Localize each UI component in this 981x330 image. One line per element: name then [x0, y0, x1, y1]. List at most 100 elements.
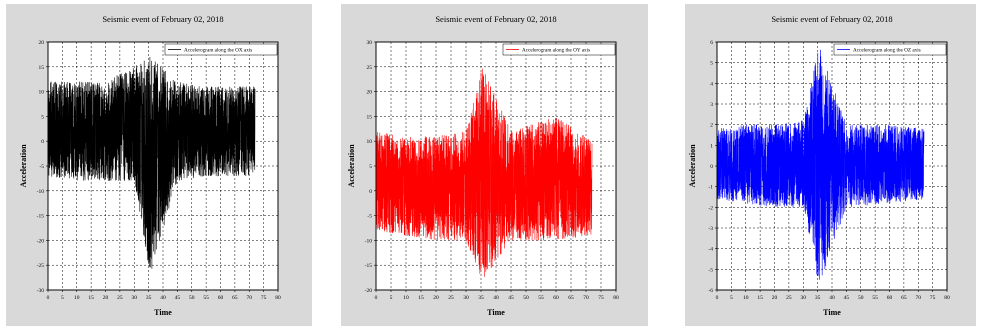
y-tick-label: 0 — [710, 164, 713, 170]
y-tick-label: 1 — [710, 143, 713, 149]
x-tick-label: 15 — [418, 295, 424, 301]
x-tick-label: 0 — [375, 295, 378, 301]
series-line-ox — [47, 56, 256, 269]
y-tick-label: 0 — [41, 139, 44, 145]
y-tick-label: 0 — [369, 189, 372, 195]
y-tick-label: 20 — [367, 90, 373, 96]
y-tick-label: -3 — [708, 226, 713, 232]
x-tick-label: 50 — [189, 295, 195, 301]
x-tick-label: 25 — [448, 295, 454, 301]
y-tick-label: -25 — [37, 263, 45, 269]
x-tick-label: 45 — [508, 295, 514, 301]
x-tick-label: 35 — [478, 295, 484, 301]
x-tick-label: 50 — [858, 295, 864, 301]
x-tick-label: 40 — [493, 295, 499, 301]
x-tick-label: 40 — [829, 295, 835, 301]
chart-panel-ox: Seismic event of February 02, 2018 0 5 10 15… — [6, 4, 312, 326]
x-tick-label: 45 — [844, 295, 850, 301]
y-axis-label: Acceleration — [688, 144, 697, 188]
y-tick-label: -5 — [708, 267, 713, 273]
y-tick-label: 4 — [710, 81, 713, 87]
x-tick-label: 65 — [232, 295, 238, 301]
y-tick-label: 3 — [710, 102, 713, 108]
x-tick-label: 35 — [815, 295, 821, 301]
x-tick-label: 25 — [117, 295, 123, 301]
x-tick-label: 70 — [916, 295, 922, 301]
y-tick-label: -5 — [39, 164, 44, 170]
y-tick-label: 30 — [367, 40, 373, 46]
chart-panel-oz: Seismic event of February 02, 2018 0 5 10 15… — [685, 4, 976, 326]
y-tick-label: 6 — [710, 40, 713, 46]
y-tick-label: 20 — [39, 40, 45, 46]
x-tick-label: 55 — [538, 295, 544, 301]
y-axis-label: Acceleration — [19, 144, 28, 188]
x-axis-label: Time — [487, 308, 505, 317]
x-tick-label: 70 — [583, 295, 589, 301]
y-tick-label: 5 — [710, 61, 713, 67]
y-tick-label: -10 — [365, 238, 373, 244]
x-tick-label: 60 — [553, 295, 559, 301]
x-tick-label: 60 — [887, 295, 893, 301]
x-tick-label: 15 — [757, 295, 763, 301]
x-tick-label: 0 — [716, 295, 719, 301]
chart-panel-oy: Seismic event of February 02, 2018 0 5 10 15… — [341, 4, 648, 326]
series-line-oz — [716, 49, 925, 280]
x-tick-label: 40 — [160, 295, 166, 301]
legend — [833, 43, 947, 56]
x-tick-label: 0 — [47, 295, 50, 301]
y-tick-label: -20 — [37, 238, 45, 244]
chart-title: Seismic event of February 02, 2018 — [435, 14, 556, 24]
y-tick-label: -4 — [708, 247, 713, 253]
x-tick-label: 5 — [61, 295, 64, 301]
x-tick-label: 65 — [901, 295, 907, 301]
y-tick-label: -6 — [708, 288, 713, 294]
x-tick-label: 5 — [730, 295, 733, 301]
y-tick-label: 10 — [39, 90, 45, 96]
y-tick-label: -10 — [37, 189, 45, 195]
legend-label: Accelerogram along the OZ axis — [853, 47, 921, 53]
x-tick-label: 10 — [403, 295, 409, 301]
y-tick-label: -2 — [708, 205, 713, 211]
x-tick-label: 10 — [743, 295, 749, 301]
legend — [502, 43, 616, 56]
x-tick-label: 80 — [275, 295, 281, 301]
x-tick-label: 75 — [598, 295, 604, 301]
series-line-oy — [375, 68, 593, 277]
x-tick-label: 45 — [175, 295, 181, 301]
x-tick-label: 35 — [146, 295, 152, 301]
y-tick-label: 25 — [367, 65, 373, 71]
x-tick-label: 55 — [203, 295, 209, 301]
x-tick-label: 65 — [568, 295, 574, 301]
y-tick-label: -15 — [37, 214, 45, 220]
y-tick-label: 10 — [367, 139, 373, 145]
y-tick-label: 15 — [367, 114, 373, 120]
x-tick-label: 20 — [103, 295, 109, 301]
y-axis-label: Acceleration — [347, 144, 356, 188]
y-tick-label: 15 — [39, 65, 45, 71]
x-tick-label: 55 — [872, 295, 878, 301]
chart-svg-ox: Seismic event of February 02, 2018 0 5 10 15… — [19, 14, 281, 317]
x-tick-label: 5 — [390, 295, 393, 301]
y-tick-label: 2 — [710, 123, 713, 129]
x-tick-label: 80 — [613, 295, 619, 301]
x-tick-label: 30 — [801, 295, 807, 301]
x-axis-label: Time — [823, 308, 841, 317]
y-tick-label: -30 — [37, 288, 45, 294]
chart-title: Seismic event of February 02, 2018 — [771, 14, 892, 24]
x-tick-label: 75 — [930, 295, 936, 301]
x-tick-label: 50 — [523, 295, 529, 301]
x-tick-label: 60 — [218, 295, 224, 301]
x-tick-label: 15 — [88, 295, 94, 301]
x-tick-label: 30 — [132, 295, 138, 301]
y-tick-label: -1 — [708, 185, 713, 191]
y-tick-label: -15 — [365, 263, 373, 269]
legend — [164, 43, 278, 56]
y-tick-label: -5 — [367, 214, 372, 220]
x-tick-label: 20 — [433, 295, 439, 301]
y-tick-label: 5 — [369, 164, 372, 170]
chart-title: Seismic event of February 02, 2018 — [102, 14, 223, 24]
legend-label: Accelerogram along the OX axis — [184, 47, 252, 53]
y-tick-label: 5 — [41, 114, 44, 120]
